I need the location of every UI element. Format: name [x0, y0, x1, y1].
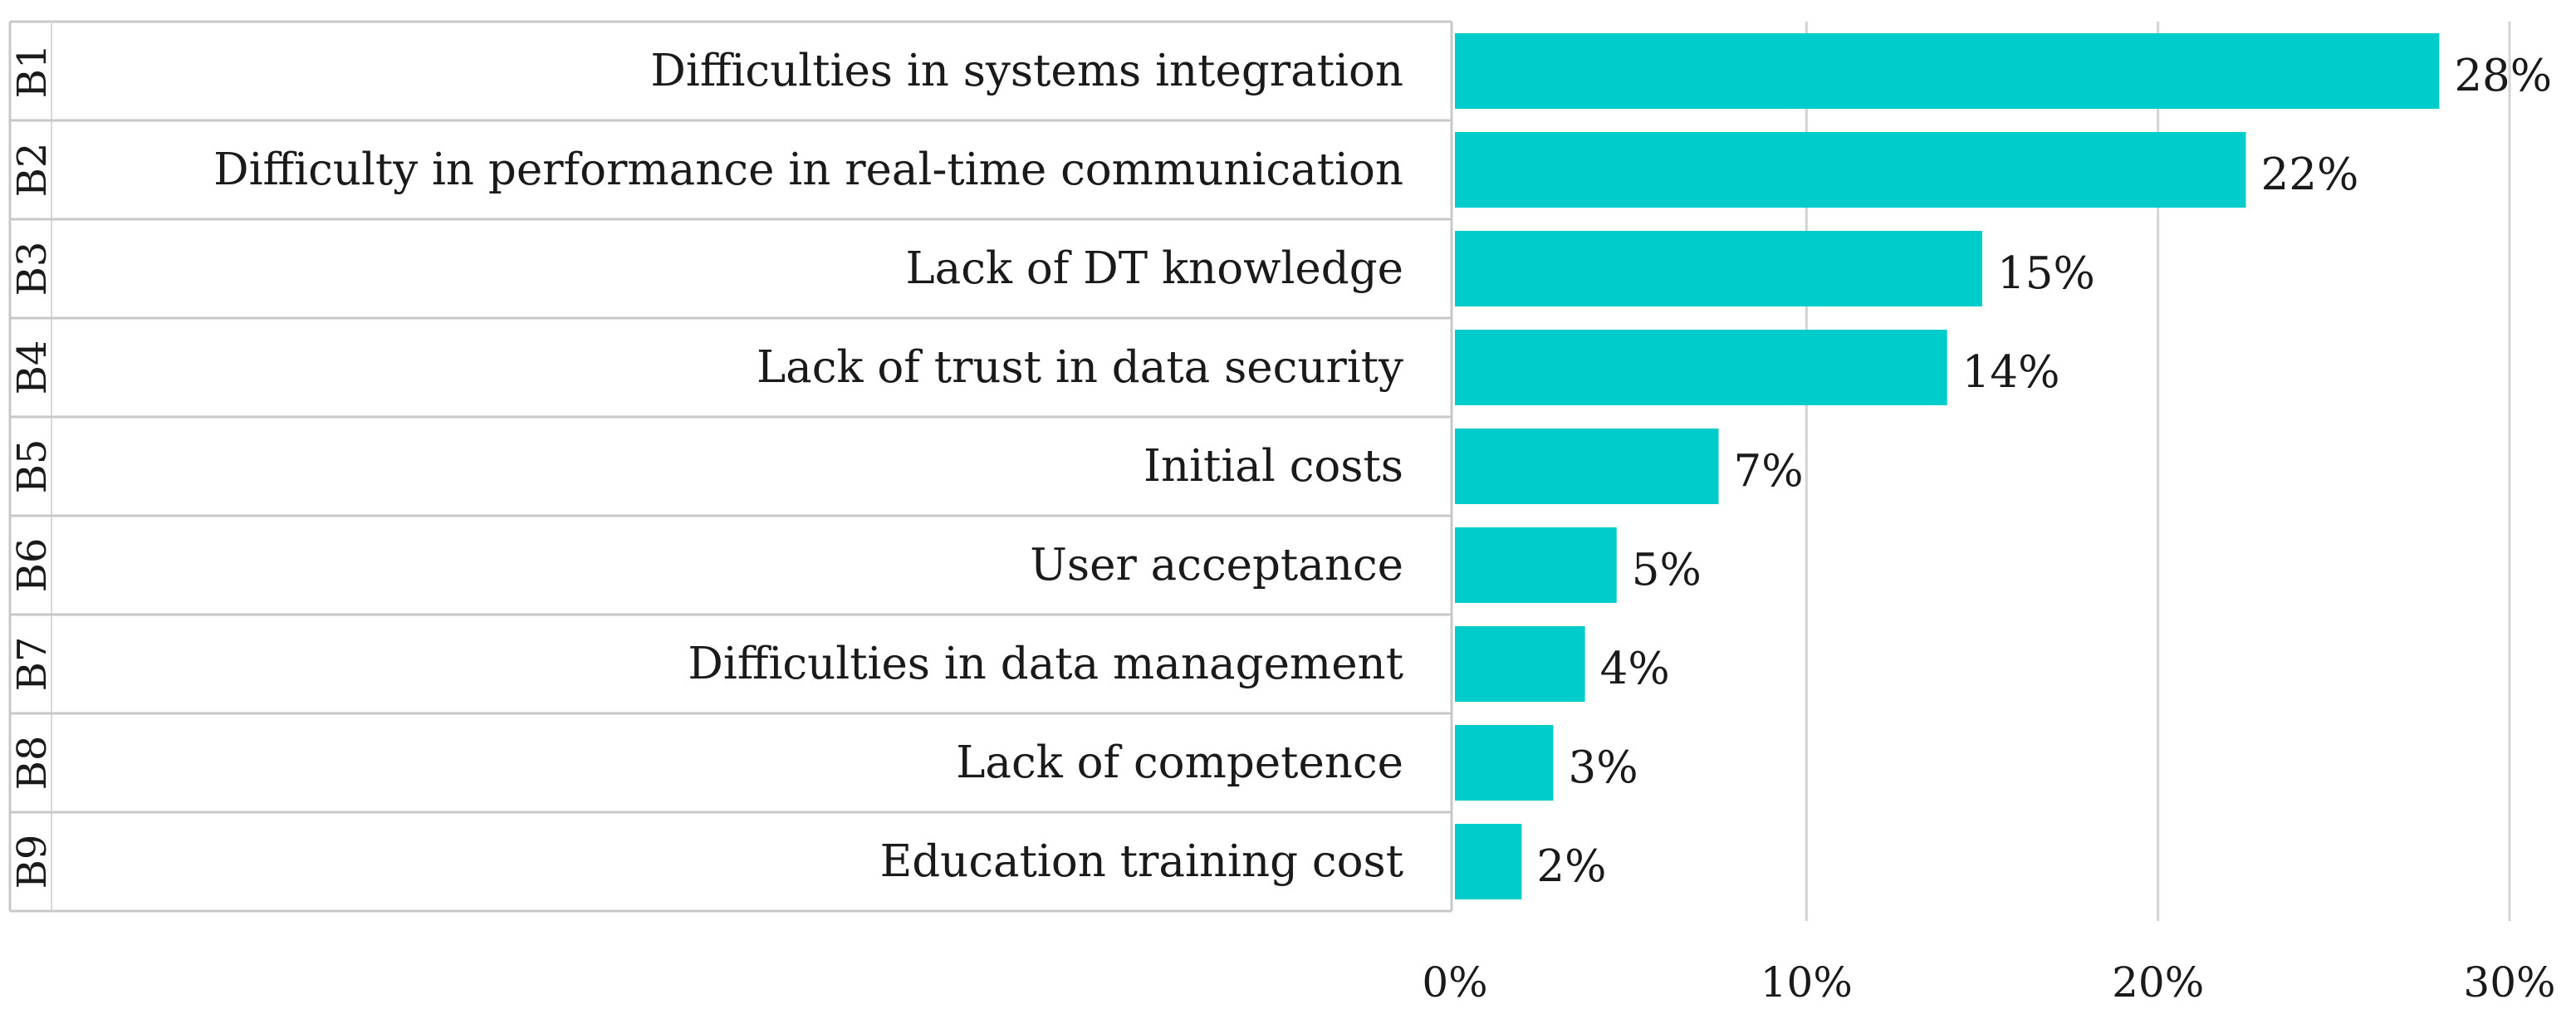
category-code: B2 — [9, 143, 56, 198]
bar — [1455, 330, 1947, 405]
category-code: B7 — [9, 637, 56, 692]
category-code: B8 — [9, 736, 56, 791]
x-axis-ticks: 0% 10% 20% 30% — [1422, 958, 2555, 1007]
data-label: 7% — [1734, 446, 1804, 497]
x-tick-label: 20% — [2112, 958, 2204, 1007]
category-code: B3 — [9, 242, 56, 296]
category-code: B9 — [9, 835, 56, 889]
data-label: 28% — [2454, 51, 2552, 101]
category-label: Difficulties in data management — [688, 639, 1403, 689]
category-label: Lack of competence — [956, 737, 1403, 788]
category-label: Initial costs — [1144, 441, 1403, 492]
category-code: B4 — [9, 340, 56, 395]
bar — [1455, 824, 1522, 899]
data-labels: 28% 22% 15% 14% 7% 5% 4% 3% 2% — [1536, 51, 2552, 892]
x-tick-label: 0% — [1422, 958, 1487, 1007]
data-label: 3% — [1569, 742, 1638, 793]
category-code: B1 — [9, 44, 56, 99]
category-label: User acceptance — [1030, 540, 1403, 590]
bar — [1455, 527, 1617, 603]
bars — [1455, 33, 2440, 899]
category-label: Lack of DT knowledge — [905, 243, 1403, 294]
category-code: B6 — [9, 538, 56, 593]
data-label: 14% — [1962, 347, 2060, 398]
category-label: Difficulties in systems integration — [650, 46, 1403, 96]
category-code: B5 — [9, 439, 56, 494]
category-label: Difficulty in performance in real-time c… — [213, 145, 1403, 195]
category-table: B1 Difficulties in systems integration B2 D… — [8, 20, 1453, 913]
bar — [1455, 132, 2246, 208]
category-label: Education training cost — [880, 836, 1403, 887]
bar — [1455, 33, 2440, 109]
bar — [1455, 626, 1585, 702]
data-label: 15% — [1997, 248, 2095, 299]
bar — [1455, 231, 1982, 306]
data-label: 22% — [2261, 149, 2359, 200]
category-label: Lack of trust in data security — [757, 342, 1403, 393]
data-label: 2% — [1536, 841, 1606, 892]
bar — [1455, 429, 1719, 504]
data-label: 4% — [1600, 644, 1670, 694]
data-label: 5% — [1632, 545, 1702, 595]
x-tick-label: 30% — [2463, 958, 2555, 1007]
bar — [1455, 725, 1554, 801]
x-tick-label: 10% — [1761, 958, 1853, 1007]
